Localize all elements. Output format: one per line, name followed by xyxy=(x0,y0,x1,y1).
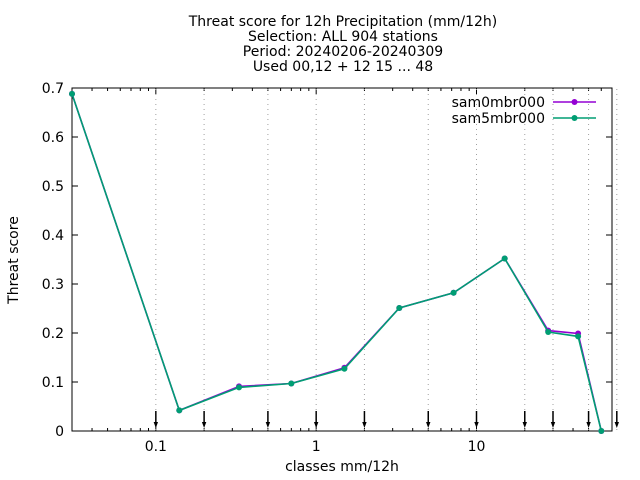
y-tick-label: 0.6 xyxy=(42,130,64,146)
y-tick-label: 0.1 xyxy=(42,375,64,391)
data-point xyxy=(236,384,242,391)
data-point xyxy=(288,380,295,387)
data-point xyxy=(450,289,457,296)
threshold-arrow xyxy=(522,89,527,430)
x-tick-label: 0.1 xyxy=(145,439,167,455)
data-point xyxy=(396,305,403,311)
title-line-3: Period: 20240206-20240309 xyxy=(243,44,443,60)
threshold-arrow xyxy=(426,89,431,430)
data-point xyxy=(176,407,183,414)
x-tick-label: 1 xyxy=(312,439,321,455)
legend-marker xyxy=(571,99,578,105)
x-tick-label: 10 xyxy=(468,439,486,455)
threshold-arrow xyxy=(614,89,620,430)
chart-title: Threat score for 12h Precipitation (mm/1… xyxy=(188,14,497,75)
threshold-arrow xyxy=(362,89,367,430)
plot-frame xyxy=(71,87,613,432)
data-point xyxy=(501,255,508,262)
y-axis-label: Threat score xyxy=(6,216,22,305)
y-tick-label: 0.4 xyxy=(42,228,64,244)
threshold-arrow xyxy=(201,89,207,430)
legend-label: sam0mbr000 xyxy=(452,95,545,111)
series-sam0mbr000 xyxy=(69,90,605,434)
threshold-arrow xyxy=(265,89,271,430)
data-point xyxy=(69,90,75,97)
threshold-arrow xyxy=(474,89,479,430)
y-tick-label: 0.5 xyxy=(42,179,64,195)
threshold-arrow xyxy=(586,89,591,430)
threshold-arrows xyxy=(153,89,620,430)
legend-label: sam5mbr000 xyxy=(452,111,545,127)
x-axis-ticks: 0.1 1 10 xyxy=(71,88,613,455)
y-tick-label: 0.2 xyxy=(42,326,64,342)
title-line-4: Used 00,12 + 12 15 ... 48 xyxy=(253,59,433,75)
series-layer xyxy=(69,90,605,434)
title-line-1: Threat score for 12h Precipitation (mm/1… xyxy=(188,14,497,30)
threshold-arrow xyxy=(550,89,556,430)
x-axis-label: classes mm/12h xyxy=(285,459,399,475)
data-point xyxy=(575,333,582,340)
threshold-arrow xyxy=(153,89,159,430)
data-point xyxy=(341,365,348,372)
y-tick-label: 0 xyxy=(55,424,64,440)
threshold-arrow xyxy=(313,89,319,430)
series-line xyxy=(71,93,603,432)
y-tick-label: 0.3 xyxy=(42,277,64,293)
title-line-2: Selection: ALL 904 stations xyxy=(248,29,438,45)
series-line xyxy=(71,93,603,432)
y-axis-ticks: 0 0.1 0.2 0.3 0.4 0.5 0.6 0.7 xyxy=(42,81,612,440)
data-point xyxy=(598,428,605,434)
series-sam5mbr000 xyxy=(69,90,605,434)
legend-marker xyxy=(571,115,578,121)
y-tick-label: 0.7 xyxy=(42,81,64,97)
data-point xyxy=(545,329,552,335)
